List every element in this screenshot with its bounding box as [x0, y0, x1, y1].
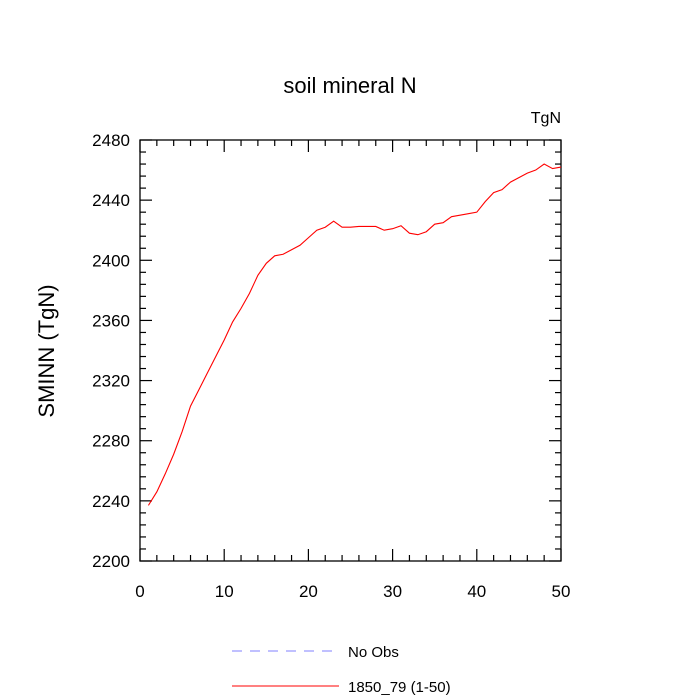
- legend-label: No Obs: [348, 644, 399, 661]
- chart-title: soil mineral N: [283, 73, 416, 98]
- tick-labels: 0 10 20 30 40 50 2200 2240 2280 2320 2360 2400 2440 2…: [92, 131, 570, 601]
- y-tick-label: 2480: [92, 131, 130, 150]
- y-axis-label: SMINN (TgN): [34, 284, 59, 417]
- plot-frame: [139, 139, 562, 562]
- y-tick-label: 2280: [92, 432, 130, 451]
- units-label: TgN: [531, 110, 561, 127]
- y-tick-label: 2440: [92, 191, 130, 210]
- x-tick-label: 10: [215, 582, 234, 601]
- x-tick-label: 40: [467, 582, 486, 601]
- series-layer: [147, 163, 562, 506]
- x-tick-label: 0: [135, 582, 144, 601]
- y-tick-label: 2400: [92, 251, 130, 270]
- legend: No Obs 1850_79 (1-50): [232, 644, 451, 696]
- axis-ticks: [139, 139, 562, 562]
- x-tick-label: 20: [299, 582, 318, 601]
- legend-label: 1850_79 (1-50): [348, 679, 451, 696]
- x-tick-label: 30: [383, 582, 402, 601]
- y-tick-label: 2240: [92, 492, 130, 511]
- series-line: [147, 163, 562, 506]
- x-tick-label: 50: [552, 582, 571, 601]
- y-tick-label: 2360: [92, 311, 130, 330]
- y-tick-label: 2320: [92, 372, 130, 391]
- y-tick-label: 2200: [92, 552, 130, 571]
